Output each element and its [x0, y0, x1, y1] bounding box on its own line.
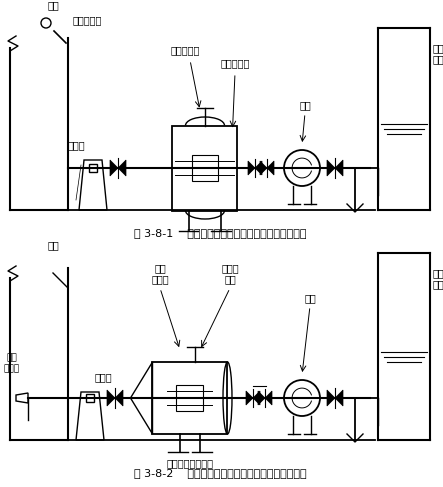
Text: 防火堤: 防火堤	[68, 140, 85, 150]
Polygon shape	[248, 161, 255, 175]
Text: 泡沫液储罐: 泡沫液储罐	[220, 58, 250, 68]
Bar	[152, 362, 228, 434]
Polygon shape	[246, 391, 253, 405]
Polygon shape	[335, 160, 343, 176]
Bar	[172, 126, 237, 210]
Polygon shape	[327, 160, 335, 176]
Text: 图 3-8-1    固定式液上喷射泡沫灭火系统（压力式）: 图 3-8-1 固定式液上喷射泡沫灭火系统（压力式）	[134, 228, 306, 238]
Text: 油罐: 油罐	[47, 0, 59, 10]
Text: 泡沫
喷射口: 泡沫 喷射口	[4, 354, 20, 373]
Polygon shape	[265, 391, 272, 405]
Bar	[176, 385, 203, 411]
Polygon shape	[335, 390, 343, 406]
Polygon shape	[258, 391, 265, 405]
Text: 比例
混合器: 比例 混合器	[151, 263, 169, 284]
Bar	[192, 155, 218, 181]
Polygon shape	[118, 160, 126, 176]
Text: 消防
水罐: 消防 水罐	[433, 43, 443, 65]
Text: 图 3-8-2    固定式液下喷射泡沫灭火系统（压力式）: 图 3-8-2 固定式液下喷射泡沫灭火系统（压力式）	[134, 468, 306, 478]
Polygon shape	[110, 160, 118, 176]
Text: 消防
水罐: 消防 水罐	[433, 268, 443, 290]
Text: 泡沫液
储罐: 泡沫液 储罐	[221, 263, 239, 284]
Text: 防火堤: 防火堤	[95, 372, 113, 382]
Text: 水泵: 水泵	[299, 100, 311, 110]
Polygon shape	[253, 391, 260, 405]
Polygon shape	[260, 161, 267, 175]
Polygon shape	[107, 390, 115, 406]
Text: 比例混合器: 比例混合器	[170, 45, 200, 55]
Polygon shape	[115, 390, 123, 406]
Polygon shape	[255, 161, 262, 175]
Text: 水泵: 水泵	[304, 293, 316, 303]
Polygon shape	[327, 390, 335, 406]
Text: 油罐: 油罐	[47, 240, 59, 250]
Text: 高背压泡沫产生器: 高背压泡沫产生器	[167, 458, 214, 468]
Text: 泡沫产生器: 泡沫产生器	[73, 15, 102, 25]
Bar	[89, 164, 97, 172]
Polygon shape	[267, 161, 274, 175]
Bar	[86, 394, 94, 402]
